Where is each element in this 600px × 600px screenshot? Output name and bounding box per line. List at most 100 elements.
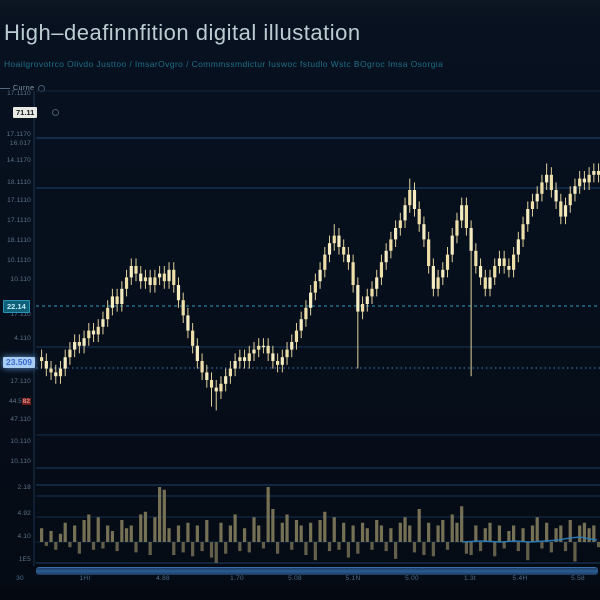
price-axis-label: 1E5 bbox=[18, 556, 31, 563]
volume-bar-up bbox=[139, 514, 143, 542]
candle-body bbox=[58, 368, 63, 377]
candle-body bbox=[54, 372, 58, 377]
candle-body bbox=[261, 345, 266, 348]
price-axis-label: 18.1110 bbox=[7, 179, 31, 186]
candle-body bbox=[375, 277, 379, 289]
volume-bar-up bbox=[167, 528, 171, 542]
volume-bar-up bbox=[483, 528, 487, 542]
candle-body bbox=[195, 345, 199, 361]
volume-bar-down bbox=[91, 542, 96, 550]
volume-bar-up bbox=[427, 522, 431, 542]
volume-bar-up bbox=[299, 525, 303, 542]
price-badge-blue: 23.509 bbox=[3, 357, 35, 368]
price-axis-label: 17.110 bbox=[10, 378, 31, 385]
candle-body bbox=[209, 380, 214, 388]
candle-body bbox=[290, 342, 294, 350]
candle-body bbox=[460, 205, 464, 221]
volume-bar-up bbox=[497, 525, 502, 542]
candle-body bbox=[167, 269, 171, 282]
candle-body bbox=[124, 277, 129, 289]
candle-body bbox=[545, 174, 549, 183]
candle-body bbox=[82, 338, 86, 346]
candle-body bbox=[512, 254, 516, 270]
volume-bar-up bbox=[271, 509, 275, 542]
volume-bar-up bbox=[153, 517, 157, 542]
volume-bar-down bbox=[469, 542, 473, 555]
price-axis-label: 16.017 bbox=[9, 140, 31, 147]
time-axis-label: 4.88 bbox=[156, 575, 170, 582]
time-axis-label: 5.4H bbox=[512, 575, 528, 582]
time-axis-label: 5.58 bbox=[571, 575, 585, 582]
candle-body bbox=[445, 254, 450, 270]
volume-bar-down bbox=[540, 542, 544, 549]
candle-body bbox=[563, 205, 568, 217]
volume-bar-up bbox=[568, 520, 572, 542]
volume-bar-down bbox=[115, 542, 119, 552]
volume-bar-up bbox=[360, 522, 365, 542]
page-title: High–deafinnfition digital illustation bbox=[4, 20, 361, 45]
volume-bar-down bbox=[370, 542, 374, 550]
candle-body bbox=[573, 186, 577, 194]
volume-bar-up bbox=[252, 517, 256, 542]
candle-body bbox=[408, 190, 412, 206]
candle-body bbox=[313, 281, 317, 293]
candle-body bbox=[191, 330, 195, 346]
volume-bar-up bbox=[87, 514, 91, 542]
price-axis-label: 4.92 bbox=[17, 510, 31, 517]
volume-bar-up bbox=[436, 525, 440, 542]
candle-body bbox=[304, 307, 308, 320]
volume-bar-down bbox=[77, 542, 81, 554]
volume-bar-down bbox=[214, 542, 218, 563]
volume-bar-down bbox=[356, 542, 360, 554]
candle-body bbox=[483, 277, 487, 289]
volume-bar-up bbox=[592, 525, 596, 542]
candle-body bbox=[507, 266, 511, 270]
price-badge-teal: 22.14 bbox=[3, 300, 30, 313]
volume-bar-up bbox=[318, 520, 322, 542]
candle-body bbox=[49, 368, 53, 373]
candle-body bbox=[271, 353, 275, 361]
volume-bar-up bbox=[521, 528, 525, 542]
volume-bar-up bbox=[389, 528, 393, 542]
candle-body bbox=[214, 387, 218, 392]
candle-body bbox=[356, 285, 360, 312]
candle-body bbox=[360, 304, 365, 312]
volume-bar-up bbox=[507, 531, 511, 542]
candle-body bbox=[403, 205, 407, 221]
time-axis-label: 5.1N bbox=[345, 575, 361, 582]
candle-body bbox=[384, 250, 388, 263]
candle-body bbox=[224, 376, 228, 384]
price-axis-label: 17.1110 bbox=[7, 197, 31, 204]
candle-body bbox=[493, 266, 497, 278]
candle-body bbox=[73, 342, 77, 350]
volume-bar-down bbox=[313, 542, 317, 561]
volume-bar-up bbox=[124, 528, 129, 542]
candle-body bbox=[582, 178, 586, 183]
volume-bar-down bbox=[412, 542, 417, 553]
volume-bar-down bbox=[209, 542, 214, 558]
candle-body bbox=[365, 296, 369, 304]
candle-body bbox=[205, 372, 209, 380]
volume-bar-up bbox=[455, 522, 459, 542]
candle-body bbox=[530, 201, 535, 209]
candle-body bbox=[332, 235, 336, 244]
horizontal-scrollbar[interactable] bbox=[36, 567, 598, 575]
volume-bar-up bbox=[49, 531, 53, 542]
price-axis-label: 17.110 bbox=[10, 311, 31, 318]
volume-bar-up bbox=[82, 520, 86, 542]
candle-body bbox=[148, 277, 152, 285]
candle-body bbox=[276, 361, 280, 365]
volume-bar-up bbox=[233, 514, 237, 542]
volume-bar-down bbox=[134, 542, 138, 553]
candle-body bbox=[242, 357, 247, 361]
volume-bar-up bbox=[559, 525, 563, 542]
volume-bar-up bbox=[398, 522, 402, 542]
time-axis-label: 30 bbox=[16, 575, 24, 582]
volume-bar-down bbox=[327, 542, 332, 552]
price-axis-label: 4.110 bbox=[14, 335, 31, 342]
volume-bar-down bbox=[549, 542, 553, 553]
candle-body bbox=[110, 296, 114, 308]
candle-body bbox=[106, 307, 110, 320]
